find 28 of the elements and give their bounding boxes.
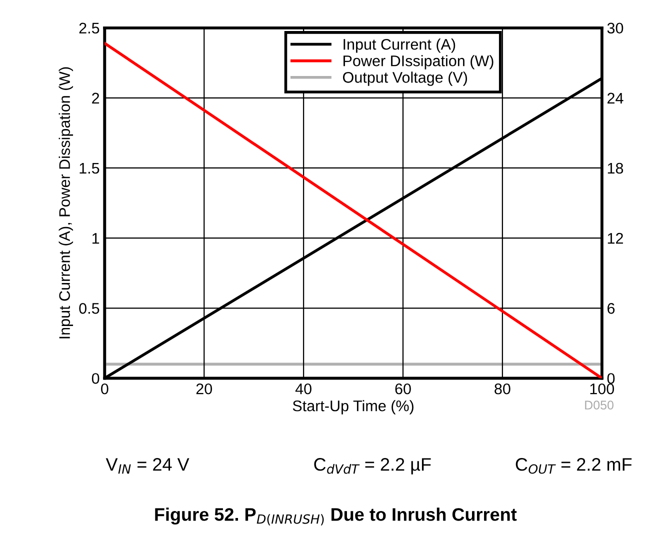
text: Figure 52. P$_{D(INRUSH)}$ Due to Inrush Current	[155, 508, 517, 526]
legend-label: Power DIssipation (W)	[344, 55, 494, 70]
y2-tick-label: 18	[608, 162, 624, 174]
x-tick-label: 40	[295, 383, 312, 394]
legend-label: Output Voltage (V)	[343, 72, 468, 86]
y2-tick-label: 24	[608, 92, 624, 104]
y-tick-label: 1	[92, 233, 100, 244]
x-axis-title: Start-Up Time (%)	[292, 400, 414, 414]
y2-tick-label: 30	[607, 22, 624, 34]
legend-label: Input Current (A)	[344, 38, 456, 53]
x-tick-label: 60	[395, 383, 411, 394]
y2-tick-label: 6	[608, 303, 615, 314]
y-tick-label: 0	[92, 373, 100, 384]
text: C$_{dVdT}$ = 2.2 µF	[314, 458, 431, 474]
x-tick-label: 100	[590, 383, 614, 394]
y-axis-title: Input Current (A), Power Dissipation (W)	[58, 67, 74, 338]
y2-tick-label: 12	[608, 232, 623, 244]
y-tick-label: 1.5	[80, 163, 100, 174]
x-tick-label: 0	[101, 383, 108, 394]
y2-tick-label: 0	[607, 373, 615, 384]
x-tick-label: 20	[196, 383, 212, 394]
y-tick-label: 0.5	[79, 303, 100, 314]
text: C$_{OUT}$ = 2.2 mF	[516, 458, 632, 474]
y-tick-label: 2.5	[79, 22, 100, 34]
text: V$_{IN}$ = 24 V	[106, 458, 190, 474]
x-tick-label: 80	[494, 383, 510, 394]
text: D050	[585, 400, 614, 410]
y-tick-label: 2	[92, 92, 100, 104]
